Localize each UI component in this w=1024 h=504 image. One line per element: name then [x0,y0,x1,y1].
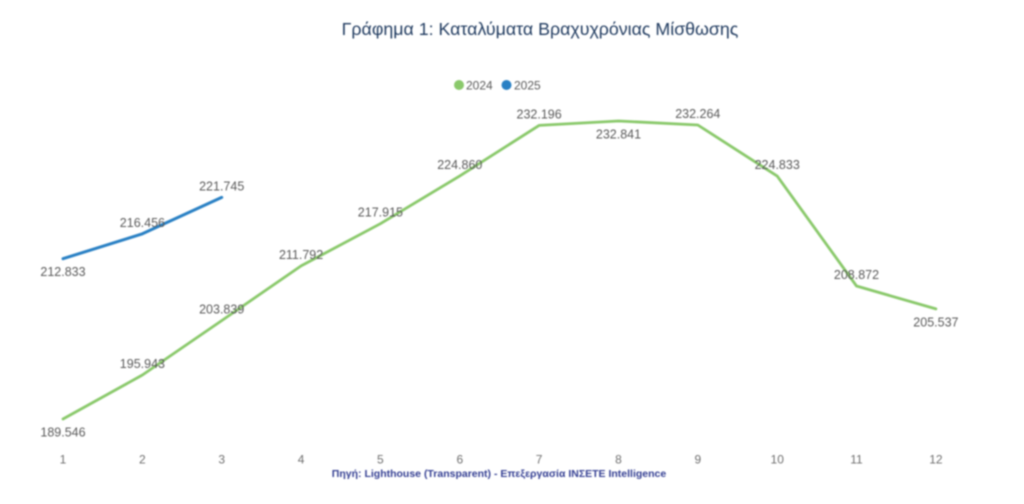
svg-text:2025: 2025 [514,78,541,92]
svg-text:205.537: 205.537 [913,315,958,329]
svg-text:216.456: 216.456 [120,216,165,230]
svg-text:195.943: 195.943 [120,357,165,371]
svg-text:221.745: 221.745 [199,179,244,193]
svg-text:12: 12 [929,453,943,467]
svg-text:10: 10 [771,453,785,467]
svg-text:232.841: 232.841 [596,128,641,142]
svg-text:6: 6 [456,453,463,467]
svg-text:203.839: 203.839 [199,303,244,317]
svg-text:224.860: 224.860 [437,158,482,172]
svg-text:7: 7 [536,453,543,467]
svg-text:224.833: 224.833 [755,158,800,172]
svg-text:1: 1 [60,453,67,467]
svg-text:9: 9 [694,453,701,467]
svg-text:2: 2 [139,453,146,467]
svg-text:212.833: 212.833 [40,265,85,279]
svg-text:3: 3 [218,453,225,467]
svg-text:Πηγή: Lighthouse (Transparent): Πηγή: Lighthouse (Transparent) - Επεξεργ… [332,468,667,480]
svg-text:211.792: 211.792 [279,248,323,262]
svg-text:189.546: 189.546 [40,426,85,440]
svg-text:208.872: 208.872 [834,268,879,282]
svg-text:4: 4 [298,453,305,467]
svg-text:2024: 2024 [466,78,493,92]
svg-text:Γράφημα 1: Καταλύματα Βραχυχρό: Γράφημα 1: Καταλύματα Βραχυχρόνιας Μίσθω… [342,19,739,39]
svg-text:232.196: 232.196 [517,107,562,121]
svg-text:11: 11 [850,453,863,467]
svg-text:5: 5 [377,453,384,467]
svg-text:232.264: 232.264 [675,107,720,121]
svg-text:8: 8 [615,453,622,467]
svg-text:217.915: 217.915 [358,206,403,220]
